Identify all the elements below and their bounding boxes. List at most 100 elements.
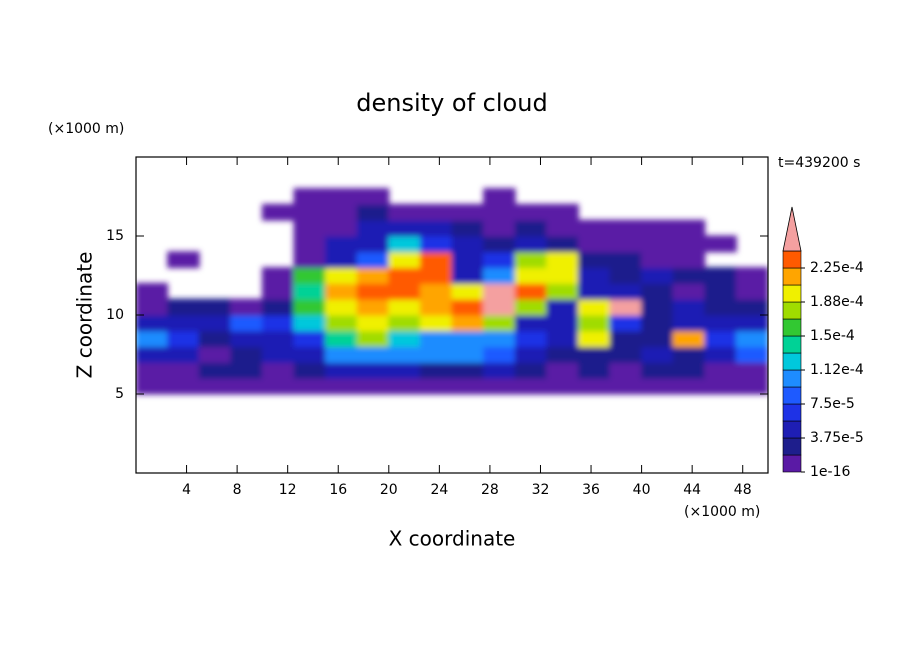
field-cell	[388, 377, 421, 395]
field-cell	[641, 251, 674, 269]
field-cell	[577, 219, 611, 237]
field-cell	[293, 330, 327, 348]
x-tick-label: 36	[582, 482, 600, 498]
field-cell	[609, 298, 643, 316]
field-cell	[514, 346, 548, 363]
field-cell	[388, 298, 421, 316]
field-cell	[577, 361, 611, 379]
field-cell	[356, 377, 390, 395]
field-cell	[514, 235, 548, 253]
field-cell	[198, 330, 232, 348]
field-cell	[293, 251, 327, 269]
field-cell	[419, 377, 453, 395]
field-cell	[735, 330, 768, 348]
field-cell	[641, 267, 674, 284]
field-cell	[261, 298, 295, 316]
field-cell	[483, 330, 516, 348]
field-cell	[514, 298, 548, 316]
field-cell	[325, 346, 358, 363]
field-cell	[451, 377, 485, 395]
field-cell	[483, 188, 516, 205]
colorbar-label: 3.75e-5	[810, 430, 864, 446]
field-cell	[261, 267, 295, 284]
field-cell	[451, 203, 485, 221]
field-cell	[325, 282, 358, 300]
field-cell	[704, 267, 737, 284]
field-cell	[293, 361, 327, 379]
field-cell	[388, 267, 421, 284]
field-cell	[325, 377, 358, 395]
field-cell	[388, 330, 421, 348]
field-cell	[483, 203, 516, 221]
colorbar-extend	[782, 206, 802, 252]
field-cell	[514, 251, 548, 269]
field-cell	[261, 361, 295, 379]
field-cell	[672, 282, 706, 300]
field-cell	[577, 298, 611, 316]
field-cell	[293, 219, 327, 237]
field-cell	[483, 361, 516, 379]
field-cell	[546, 298, 579, 316]
field-cell	[451, 267, 485, 284]
field-cell	[735, 361, 768, 379]
field-cell	[325, 235, 358, 253]
field-cell	[136, 361, 169, 379]
field-cell	[641, 298, 674, 316]
x-tick-label: 20	[380, 482, 398, 498]
colorbar-label: 1.88e-4	[810, 294, 864, 310]
field-cell	[293, 346, 327, 363]
field-cell	[483, 346, 516, 363]
field-cell	[704, 346, 737, 363]
field-cell	[641, 361, 674, 379]
field-cell	[388, 346, 421, 363]
colorbar-label: 1.5e-4	[810, 328, 855, 344]
field-cell	[167, 330, 200, 348]
x-tick-label: 4	[182, 482, 191, 498]
field-cell	[704, 235, 737, 253]
field-cell	[230, 361, 263, 379]
field-cell	[546, 203, 579, 221]
x-axis-label: X coordinate	[389, 527, 516, 551]
y-tick-label: 15	[106, 228, 124, 244]
field-cell	[609, 219, 643, 237]
chart-title: density of cloud	[356, 89, 547, 117]
field-cell	[514, 203, 548, 221]
field-cell	[356, 282, 390, 300]
field-cell	[261, 282, 295, 300]
field-cell	[451, 251, 485, 269]
field-cell	[577, 314, 611, 332]
colorbar-band	[782, 403, 802, 422]
field-cell	[483, 377, 516, 395]
field-cell	[419, 282, 453, 300]
x-tick-label: 12	[279, 482, 297, 498]
field-cell	[704, 330, 737, 348]
field-cell	[356, 203, 390, 221]
field-cell	[514, 330, 548, 348]
field-cell	[546, 267, 579, 284]
field-cell	[735, 314, 768, 332]
field-cells	[136, 188, 768, 395]
field-cell	[483, 298, 516, 316]
field-cell	[451, 298, 485, 316]
field-cell	[167, 346, 200, 363]
field-cell	[419, 203, 453, 221]
field-cell	[641, 330, 674, 348]
colorbar-band	[782, 250, 802, 269]
field-cell	[230, 346, 263, 363]
field-cell	[136, 298, 169, 316]
field-cell	[609, 235, 643, 253]
x-tick-label: 28	[481, 482, 499, 498]
field-cell	[388, 219, 421, 237]
field-cell	[672, 377, 706, 395]
field-cell	[325, 188, 358, 205]
field-cell	[672, 251, 706, 269]
field-cell	[388, 203, 421, 221]
field-cell	[388, 251, 421, 269]
field-cell	[293, 298, 327, 316]
field-cell	[167, 298, 200, 316]
field-cell	[483, 282, 516, 300]
field-cell	[325, 330, 358, 348]
field-cell	[167, 251, 200, 269]
field-cell	[230, 314, 263, 332]
